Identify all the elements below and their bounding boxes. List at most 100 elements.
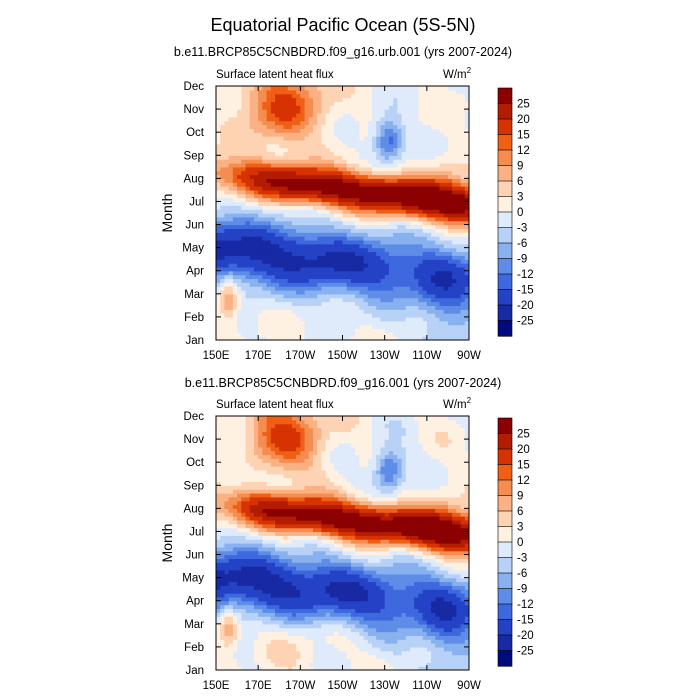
heatmap-cell xyxy=(312,209,318,214)
heatmap-cell xyxy=(435,293,441,299)
heatmap-cell xyxy=(376,631,382,636)
heatmap-cell xyxy=(241,224,247,229)
heatmap-cell xyxy=(338,332,344,337)
heatmap-cell xyxy=(283,224,289,229)
heatmap-cell xyxy=(262,86,268,91)
heatmap-cell xyxy=(346,259,352,264)
heatmap-cell xyxy=(422,305,428,310)
heatmap-cell xyxy=(258,263,263,268)
heatmap-cell xyxy=(435,166,441,172)
heatmap-cell xyxy=(270,147,276,153)
heatmap-cell xyxy=(270,136,276,141)
heatmap-cell xyxy=(346,627,352,633)
heatmap-cell xyxy=(224,205,230,210)
heatmap-cell xyxy=(308,251,314,256)
heatmap-cell xyxy=(308,650,314,656)
heatmap-cell xyxy=(443,143,449,149)
heatmap-cell xyxy=(291,247,297,253)
heatmap-cell xyxy=(414,189,419,195)
heatmap-cell xyxy=(308,313,314,318)
heatmap-cell xyxy=(401,143,407,149)
heatmap-cell xyxy=(380,105,386,110)
heatmap-cell xyxy=(388,266,394,272)
heatmap-cell xyxy=(220,124,226,129)
heatmap-cell xyxy=(393,193,398,199)
units-label: W/m2 xyxy=(443,396,472,411)
heatmap-cell xyxy=(220,189,226,195)
heatmap-cell xyxy=(397,259,403,264)
heatmap-cell xyxy=(334,646,339,652)
heatmap-cell xyxy=(249,297,255,303)
heatmap-cell xyxy=(431,197,436,203)
heatmap-cell xyxy=(237,328,242,333)
heatmap-cell xyxy=(355,213,360,218)
heatmap-cell xyxy=(216,224,221,229)
heatmap-cell xyxy=(253,147,259,153)
heatmap-cell xyxy=(372,263,377,268)
heatmap-cell xyxy=(258,162,263,168)
heatmap-cell xyxy=(300,232,306,237)
heatmap-cell xyxy=(253,266,259,272)
heatmap-cell xyxy=(384,216,390,222)
heatmap-cell xyxy=(452,162,457,168)
heatmap-cell xyxy=(456,259,462,264)
heatmap-cell xyxy=(325,297,331,303)
heatmap-cell xyxy=(291,213,297,218)
heatmap-cell xyxy=(270,297,276,303)
heatmap-cell xyxy=(241,631,247,636)
heatmap-cell xyxy=(431,166,436,172)
heatmap-cell xyxy=(228,658,234,663)
heatmap-cell xyxy=(249,162,255,168)
heatmap-cell xyxy=(287,666,293,670)
y-axis-label: Month xyxy=(159,194,175,233)
heatmap-cell xyxy=(300,270,306,276)
heatmap-cell xyxy=(258,186,263,191)
heatmap-cell xyxy=(312,316,318,322)
heatmap-cell xyxy=(409,124,415,129)
heatmap-cell xyxy=(409,109,415,114)
heatmap-cell xyxy=(291,658,297,663)
heatmap-cell xyxy=(363,239,369,245)
heatmap-cell xyxy=(296,635,301,640)
heatmap-cell xyxy=(384,147,390,153)
heatmap-cell xyxy=(418,278,424,283)
heatmap-cell xyxy=(431,619,436,625)
heatmap-cell xyxy=(241,97,247,102)
heatmap-cell xyxy=(232,193,238,199)
heatmap-cell xyxy=(452,236,457,241)
heatmap-cell xyxy=(397,635,403,640)
heatmap-cell xyxy=(384,93,390,99)
heatmap-cell xyxy=(426,189,432,195)
heatmap-cell xyxy=(224,197,230,203)
heatmap-cell xyxy=(359,309,365,314)
heatmap-cell xyxy=(350,324,356,330)
y-tick-label: Jul xyxy=(189,196,204,208)
heatmap-cell xyxy=(308,143,314,149)
heatmap-cell xyxy=(460,89,466,95)
heatmap-cell xyxy=(355,143,360,149)
heatmap-cell xyxy=(216,112,221,118)
heatmap-cell xyxy=(342,147,348,153)
heatmap-cell xyxy=(380,162,386,168)
heatmap-cell xyxy=(401,263,407,268)
heatmap-cell xyxy=(237,236,242,241)
heatmap-cell xyxy=(258,197,263,203)
heatmap-cell xyxy=(443,205,449,210)
heatmap-cell xyxy=(414,232,419,237)
heatmap-cell xyxy=(287,612,293,617)
heatmap-cell xyxy=(253,616,259,621)
heatmap-cell xyxy=(291,612,297,617)
heatmap-cell xyxy=(418,193,424,199)
heatmap-cell xyxy=(401,259,407,264)
heatmap-cell xyxy=(228,93,234,99)
heatmap-cell xyxy=(334,313,339,318)
heatmap-cell xyxy=(456,93,462,99)
heatmap-cell xyxy=(266,251,272,256)
heatmap-cell xyxy=(216,236,221,241)
heatmap-cell xyxy=(241,232,247,237)
heatmap-cell xyxy=(249,112,255,118)
heatmap-cell xyxy=(266,193,272,199)
heatmap-cell xyxy=(380,143,386,149)
heatmap-cell xyxy=(275,116,280,122)
heatmap-cell xyxy=(393,209,398,214)
